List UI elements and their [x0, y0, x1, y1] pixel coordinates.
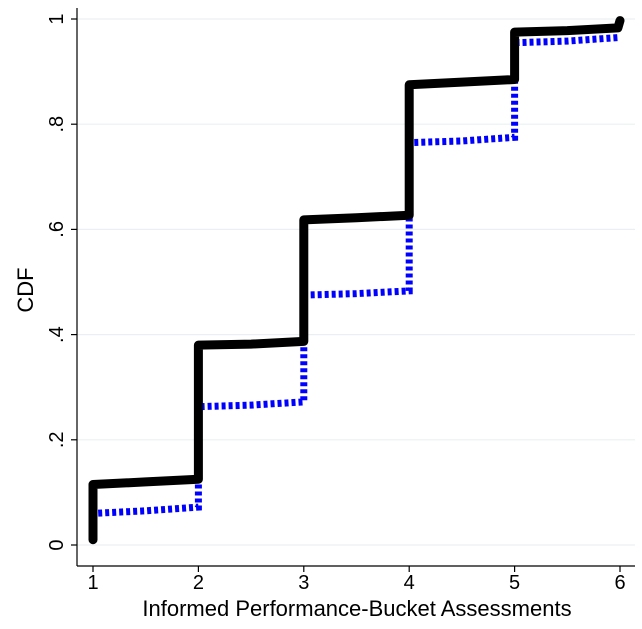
x-tick-label: 1: [87, 572, 98, 594]
y-axis-title: CDF: [13, 267, 38, 312]
x-tick-label: 4: [404, 572, 415, 594]
plot-frame: [76, 8, 635, 567]
series-layer: [88, 16, 625, 545]
y-tick-label: .2: [46, 431, 68, 448]
axis-ticks: 0 .2 .4 .6 .8 1 1 2 3 4 5 6: [46, 13, 626, 594]
x-tick-label: 6: [614, 572, 625, 594]
x-axis-title: Informed Performance-Bucket Assessments: [142, 596, 571, 621]
grid-lines: [77, 18, 635, 546]
series-dotted-line: [89, 33, 621, 530]
y-tick-label: .6: [46, 221, 68, 238]
x-tick-label: 5: [509, 572, 520, 594]
y-tick-label: .4: [46, 326, 68, 343]
y-tick-label: 0: [46, 539, 68, 550]
x-tick-label: 2: [193, 572, 204, 594]
y-tick-label: 1: [46, 13, 68, 24]
y-tick-label: .8: [46, 116, 68, 133]
series-solid-line: [88, 16, 625, 545]
x-tick-label: 3: [298, 572, 309, 594]
